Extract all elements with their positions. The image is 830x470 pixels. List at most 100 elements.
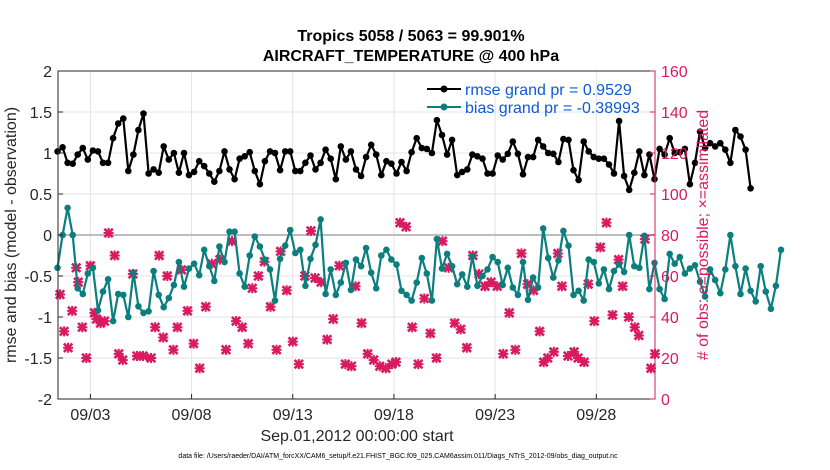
bias-point xyxy=(575,287,582,295)
bias-point xyxy=(393,261,400,268)
series-rmse xyxy=(54,110,754,194)
bias-point xyxy=(120,291,127,299)
rmse-point xyxy=(195,157,203,165)
rmse-point xyxy=(489,170,496,177)
rmse-point xyxy=(216,167,223,175)
rmse-point xyxy=(398,158,405,166)
rmse-point xyxy=(281,148,289,155)
rmse-point xyxy=(231,175,238,183)
bias-point xyxy=(408,297,415,304)
y-left-tick-label: 0.5 xyxy=(30,187,52,204)
obs-assimilated-point xyxy=(419,293,430,304)
bias-point xyxy=(104,276,112,283)
rmse-point xyxy=(241,153,248,160)
rmse-point xyxy=(504,150,512,158)
obs-assimilated-point xyxy=(498,348,509,360)
obs-assimilated-point xyxy=(556,281,568,292)
rmse-point xyxy=(388,160,395,167)
bias-point xyxy=(600,266,608,273)
bias-point xyxy=(519,258,527,266)
bias-point xyxy=(362,244,370,252)
bias-point xyxy=(479,272,486,280)
obs-assimilated-point xyxy=(552,248,563,259)
rmse-point xyxy=(135,126,142,134)
rmse-point xyxy=(352,166,360,173)
obs-assimilated-point xyxy=(271,344,282,355)
obs-assimilated-point xyxy=(253,270,264,282)
obs-assimilated-point xyxy=(172,322,183,333)
bias-point xyxy=(302,282,309,290)
bias-point xyxy=(580,297,587,304)
rmse-point xyxy=(696,128,704,135)
bias-point xyxy=(367,269,375,277)
obs-assimilated-point xyxy=(623,311,634,323)
bias-point xyxy=(180,283,188,291)
y-left-tick-label: 1.5 xyxy=(30,105,52,122)
bias-point xyxy=(732,262,739,270)
bias-point xyxy=(195,271,203,279)
rmse-point xyxy=(484,170,491,177)
bias-point xyxy=(150,267,157,275)
y-right-tick-label: 20 xyxy=(661,351,679,368)
legend-rmse-label: rmse grand pr = 0.9529 xyxy=(465,82,632,99)
obs-assimilated-point xyxy=(305,225,317,237)
y-axis-label-left: rmse and bias (model - observation) xyxy=(3,107,20,363)
rmse-point xyxy=(64,159,71,167)
bias-point xyxy=(555,257,562,264)
rmse-point xyxy=(393,170,400,177)
rmse-point xyxy=(114,120,122,127)
bias-point xyxy=(64,204,71,212)
rmse-point xyxy=(732,126,739,134)
rmse-point xyxy=(534,136,542,144)
rmse-point xyxy=(69,160,76,167)
bias-point xyxy=(717,289,724,297)
rmse-point xyxy=(180,149,188,157)
obs-assimilated-point xyxy=(237,322,248,333)
obs-assimilated-point xyxy=(346,361,357,372)
obs-assimilated-point xyxy=(103,227,114,239)
rmse-point xyxy=(357,172,365,180)
bias-point xyxy=(464,283,471,291)
bias-point xyxy=(514,291,522,299)
rmse-point xyxy=(307,152,314,159)
obs-assimilated-point xyxy=(504,307,515,319)
rmse-point xyxy=(706,139,714,147)
bias-point xyxy=(428,297,436,304)
rmse-point xyxy=(89,147,97,154)
bias-point xyxy=(160,303,167,311)
bias-point xyxy=(504,264,512,272)
rmse-point xyxy=(514,150,522,158)
x-tick-label: 09/28 xyxy=(576,407,616,424)
bias-point xyxy=(271,297,279,304)
rmse-point xyxy=(686,180,694,188)
bias-point xyxy=(165,294,173,302)
obs-assimilated-point xyxy=(81,352,92,364)
bias-point xyxy=(84,270,92,277)
bias-point xyxy=(190,260,198,268)
obs-assimilated-point xyxy=(322,334,333,345)
bias-point xyxy=(155,291,162,299)
bias-point xyxy=(762,288,770,295)
rmse-point xyxy=(615,117,623,125)
bias-point xyxy=(99,288,107,295)
obs-assimilated-point xyxy=(400,221,412,232)
bias-point xyxy=(757,262,764,270)
x-tick-label: 09/08 xyxy=(172,407,212,424)
obs-assimilated-point xyxy=(334,260,345,271)
obs-assimilated-point xyxy=(67,305,78,316)
rmse-point xyxy=(701,144,709,152)
bias-point xyxy=(114,290,122,298)
y-right-tick-label: 100 xyxy=(661,187,688,204)
bias-point xyxy=(686,265,694,272)
rmse-point xyxy=(727,159,734,167)
rmse-point xyxy=(438,131,446,139)
bias-point xyxy=(276,255,284,263)
rmse-point xyxy=(322,146,329,153)
obs-assimilated-point xyxy=(220,344,232,355)
y-left-tick-label: -1.5 xyxy=(24,351,52,368)
rmse-point xyxy=(170,149,178,157)
bias-point xyxy=(585,256,592,263)
obs-assimilated-point xyxy=(607,309,618,321)
bias-point xyxy=(742,265,749,272)
rmse-point xyxy=(469,151,476,158)
